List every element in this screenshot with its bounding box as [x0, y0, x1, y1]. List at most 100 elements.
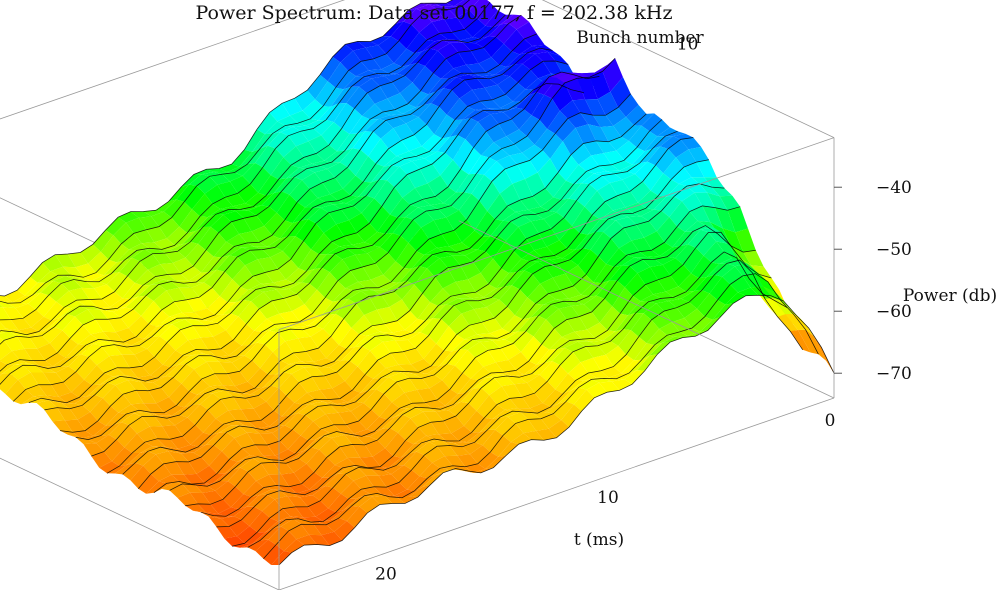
surface-patch	[274, 496, 296, 509]
surface-patch	[603, 150, 625, 165]
surface-patch	[510, 317, 531, 333]
surface-patch	[109, 298, 131, 309]
surface-patch	[566, 387, 587, 405]
surface-patch	[609, 179, 631, 196]
surface-patch	[438, 205, 459, 218]
surface-patch	[601, 173, 623, 183]
surface-patch	[156, 316, 178, 327]
surface-patch	[648, 298, 669, 304]
surface-patch	[143, 210, 164, 217]
surface-patch	[420, 318, 441, 336]
surface-patch	[391, 158, 412, 167]
surface-patch	[554, 319, 575, 337]
surface-patch	[91, 451, 112, 468]
surface-patch	[203, 418, 224, 435]
surface-patch	[261, 410, 282, 427]
surface-patch	[114, 344, 135, 355]
surface-patch	[379, 331, 401, 337]
surface-patch	[353, 429, 375, 437]
surface-patch	[663, 157, 684, 180]
surface-patch	[470, 445, 491, 464]
surface-patch	[63, 371, 84, 393]
surface-patch	[307, 74, 328, 100]
surface-patch	[456, 325, 478, 340]
surface-patch	[178, 287, 200, 300]
surface-patch	[340, 50, 361, 71]
surface-patch	[277, 115, 298, 126]
surface-patch	[320, 300, 341, 317]
surface-patch	[520, 196, 541, 210]
surface-patch	[534, 246, 555, 258]
surface-patch	[212, 469, 233, 484]
surface-patch	[538, 304, 559, 320]
surface-patch	[75, 437, 97, 445]
surface-patch	[480, 258, 501, 285]
surface-patch	[436, 326, 457, 351]
surface-patch	[508, 352, 529, 371]
surface-patch	[570, 248, 591, 266]
surface-patch	[346, 86, 367, 109]
surface-patch	[609, 265, 630, 281]
surface-patch	[277, 329, 298, 342]
surface-patch	[457, 118, 479, 140]
surface-patch	[415, 407, 436, 412]
surface-patch	[201, 445, 222, 466]
surface-patch	[49, 330, 71, 353]
surface-patch	[362, 103, 383, 120]
surface-patch	[138, 284, 159, 297]
surface-patch	[389, 64, 410, 74]
surface-patch	[598, 238, 619, 264]
contour-lines	[0, 0, 835, 566]
surface-patch	[635, 301, 657, 314]
surface-patch	[585, 256, 607, 283]
surface-patch	[625, 202, 646, 214]
surface-patch	[293, 125, 314, 132]
surface-patch	[289, 483, 310, 494]
surface-patch	[589, 175, 610, 191]
surface-patch	[466, 200, 488, 231]
surface-patch	[269, 191, 290, 213]
surface-patch	[588, 280, 610, 297]
surface-patch	[480, 24, 501, 39]
surface-patch	[527, 283, 548, 304]
surface-patch	[333, 103, 355, 129]
surface-patch	[506, 52, 528, 67]
surface-patch	[287, 496, 308, 507]
surface-patch	[231, 425, 252, 428]
surface-patch	[549, 336, 570, 350]
surface-patch	[333, 424, 354, 434]
contour-line	[122, 130, 678, 475]
surface-patch	[241, 330, 262, 346]
surface-patch	[451, 192, 472, 211]
surface-patch	[438, 296, 459, 306]
surface-patch	[176, 391, 198, 408]
surface-patch	[215, 209, 236, 215]
surface-patch	[299, 313, 321, 326]
surface-patch	[79, 384, 100, 398]
surface-patch	[626, 251, 648, 258]
surface-patch	[424, 399, 446, 409]
surface-patch	[617, 266, 638, 288]
surface-patch	[310, 106, 331, 121]
surface-patch	[513, 331, 534, 352]
surface-patch	[545, 172, 566, 198]
surface-patch	[641, 113, 662, 132]
surface-patch	[358, 179, 379, 197]
surface-patch	[597, 91, 619, 116]
surface-patch	[179, 209, 200, 233]
surface-patch	[701, 274, 723, 294]
surface-patch	[507, 289, 528, 316]
surface-patch	[40, 280, 62, 296]
surface-patch	[219, 164, 240, 173]
surface-patch	[136, 323, 157, 339]
surface-patch	[159, 415, 180, 419]
surface-patch	[348, 61, 369, 77]
surface-patch	[137, 375, 158, 382]
surface-patch	[668, 139, 689, 158]
surface-patch	[402, 407, 424, 419]
surface-patch	[276, 530, 297, 551]
surface-patch	[393, 123, 414, 141]
surface-patch	[617, 191, 638, 208]
surface-patch	[255, 539, 276, 559]
surface-patch	[177, 241, 199, 258]
